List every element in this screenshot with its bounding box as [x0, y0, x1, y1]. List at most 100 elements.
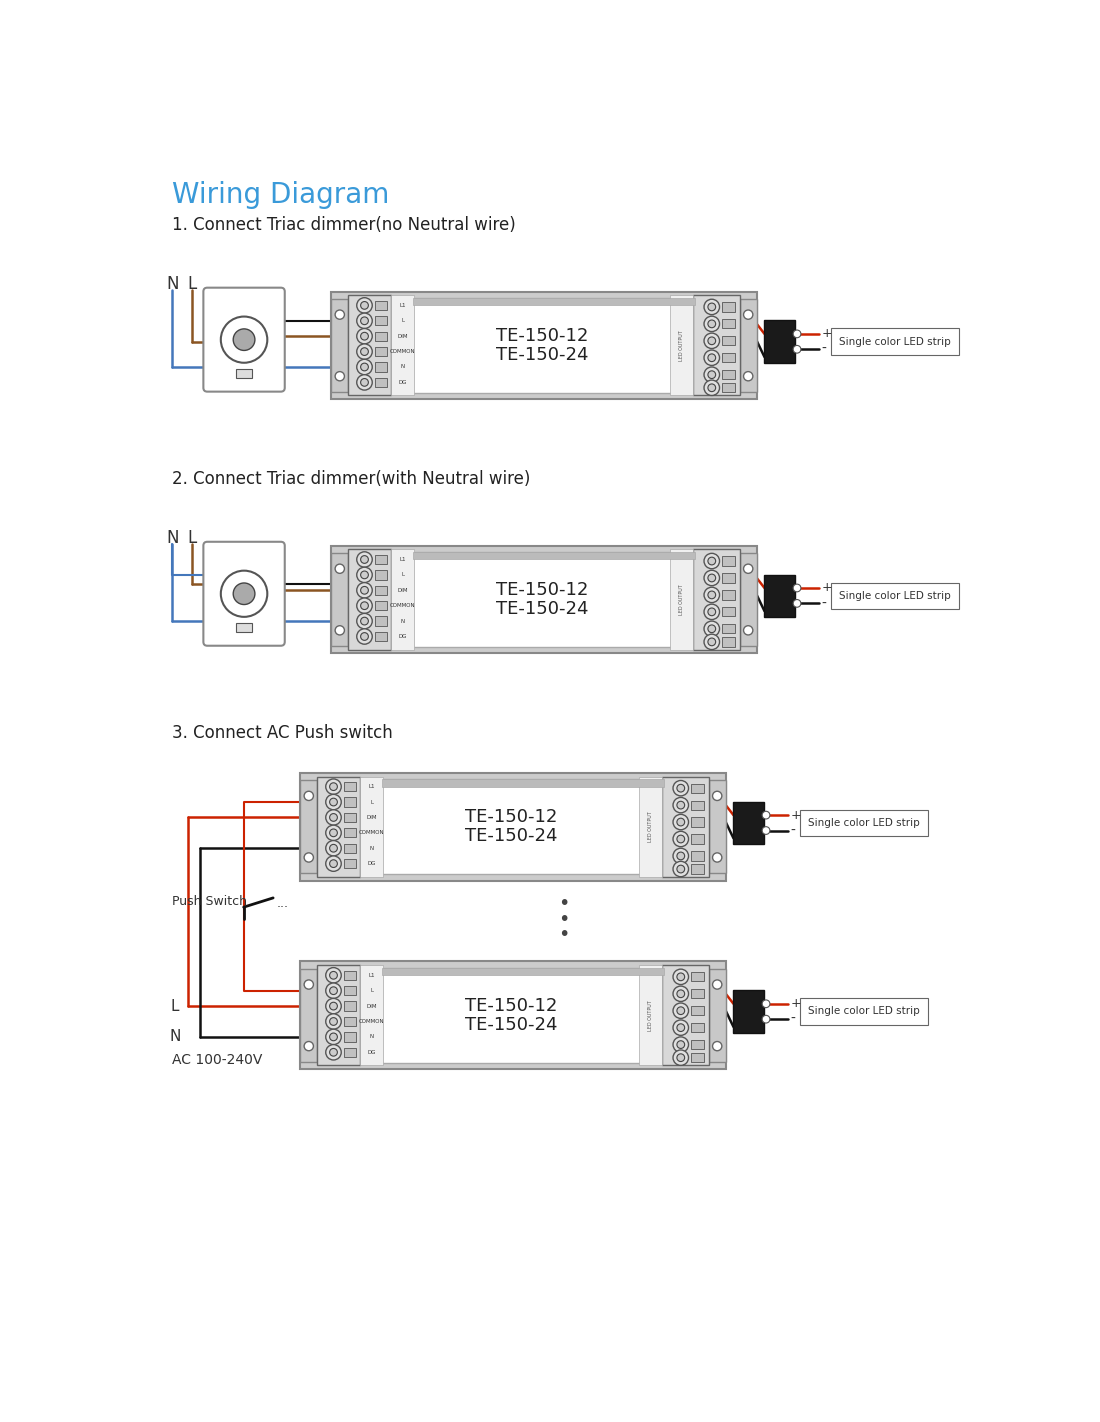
Circle shape — [708, 371, 716, 378]
Text: DG: DG — [367, 862, 376, 866]
Bar — [343, 1032, 355, 1041]
Circle shape — [762, 1000, 770, 1008]
Circle shape — [326, 998, 341, 1014]
Circle shape — [708, 320, 716, 327]
Circle shape — [326, 856, 341, 872]
Circle shape — [221, 570, 267, 617]
Bar — [739, 553, 757, 646]
Text: TE-150-12: TE-150-12 — [465, 997, 558, 1015]
Circle shape — [361, 586, 368, 594]
Circle shape — [676, 785, 684, 792]
Bar — [382, 967, 663, 975]
Circle shape — [233, 583, 255, 604]
Circle shape — [361, 363, 368, 371]
Circle shape — [708, 337, 716, 344]
Bar — [300, 961, 726, 1069]
Bar — [670, 296, 693, 395]
Text: -: - — [791, 1012, 795, 1027]
Bar — [343, 813, 355, 822]
Circle shape — [673, 1020, 689, 1035]
Circle shape — [361, 317, 368, 324]
Text: ···: ··· — [277, 900, 289, 914]
Text: TE-150-12: TE-150-12 — [465, 809, 558, 826]
Text: L: L — [402, 319, 404, 323]
Bar — [722, 383, 735, 392]
Text: COMMON: COMMON — [389, 603, 416, 609]
Bar — [691, 973, 704, 981]
Circle shape — [708, 592, 716, 599]
Circle shape — [304, 791, 313, 801]
Circle shape — [356, 613, 372, 629]
Circle shape — [704, 604, 719, 620]
Circle shape — [326, 967, 341, 983]
Bar — [662, 776, 708, 877]
Circle shape — [361, 556, 368, 563]
Circle shape — [713, 791, 722, 801]
Text: DG: DG — [367, 1049, 376, 1055]
Bar — [343, 971, 355, 980]
Circle shape — [673, 815, 689, 830]
Circle shape — [676, 801, 684, 809]
Circle shape — [326, 1014, 341, 1030]
Circle shape — [676, 835, 684, 843]
Bar — [662, 966, 708, 1065]
Circle shape — [708, 354, 716, 361]
Circle shape — [356, 374, 372, 390]
Bar — [670, 549, 693, 650]
Circle shape — [356, 629, 372, 644]
Text: N: N — [370, 1034, 374, 1039]
Circle shape — [708, 384, 716, 391]
Text: COMMON: COMMON — [359, 830, 384, 835]
Bar — [331, 292, 757, 400]
Bar — [375, 555, 387, 565]
Circle shape — [326, 840, 341, 856]
Circle shape — [708, 609, 716, 616]
Bar — [691, 1039, 704, 1049]
Bar — [375, 363, 387, 371]
Bar — [722, 303, 735, 311]
Circle shape — [673, 1003, 689, 1018]
Circle shape — [330, 829, 338, 836]
Circle shape — [793, 584, 801, 592]
Bar — [331, 553, 349, 646]
Text: DIM: DIM — [397, 587, 408, 593]
Circle shape — [762, 1015, 770, 1022]
Circle shape — [704, 553, 719, 569]
Circle shape — [676, 1007, 684, 1014]
Text: L: L — [187, 274, 197, 293]
Circle shape — [336, 310, 344, 320]
Text: Single color LED strip: Single color LED strip — [808, 818, 920, 828]
Text: TE-150-24: TE-150-24 — [465, 1015, 558, 1034]
Bar — [300, 970, 317, 1062]
Bar — [375, 301, 387, 310]
Circle shape — [304, 1041, 313, 1051]
Bar — [300, 781, 317, 873]
Circle shape — [361, 617, 368, 624]
Circle shape — [673, 1037, 689, 1052]
Circle shape — [676, 1054, 684, 1062]
Bar — [360, 966, 383, 1065]
Circle shape — [673, 970, 689, 984]
Circle shape — [330, 971, 338, 980]
Bar — [722, 370, 735, 380]
Circle shape — [330, 798, 338, 806]
Text: L1: L1 — [368, 973, 375, 978]
Text: Wiring Diagram: Wiring Diagram — [173, 181, 389, 209]
Circle shape — [361, 348, 368, 356]
Bar — [691, 801, 704, 809]
Bar — [691, 1054, 704, 1062]
Circle shape — [676, 852, 684, 860]
Circle shape — [356, 328, 372, 344]
Circle shape — [704, 587, 719, 603]
Circle shape — [708, 557, 716, 565]
Circle shape — [704, 621, 719, 637]
Bar — [722, 573, 735, 583]
Text: L1: L1 — [368, 784, 375, 789]
Text: 2. Connect Triac dimmer(with Neutral wire): 2. Connect Triac dimmer(with Neutral wir… — [173, 469, 530, 488]
Circle shape — [356, 552, 372, 567]
Circle shape — [361, 301, 368, 309]
Circle shape — [762, 826, 770, 835]
Circle shape — [330, 860, 338, 867]
Bar — [691, 1022, 704, 1032]
Text: L: L — [187, 529, 197, 547]
